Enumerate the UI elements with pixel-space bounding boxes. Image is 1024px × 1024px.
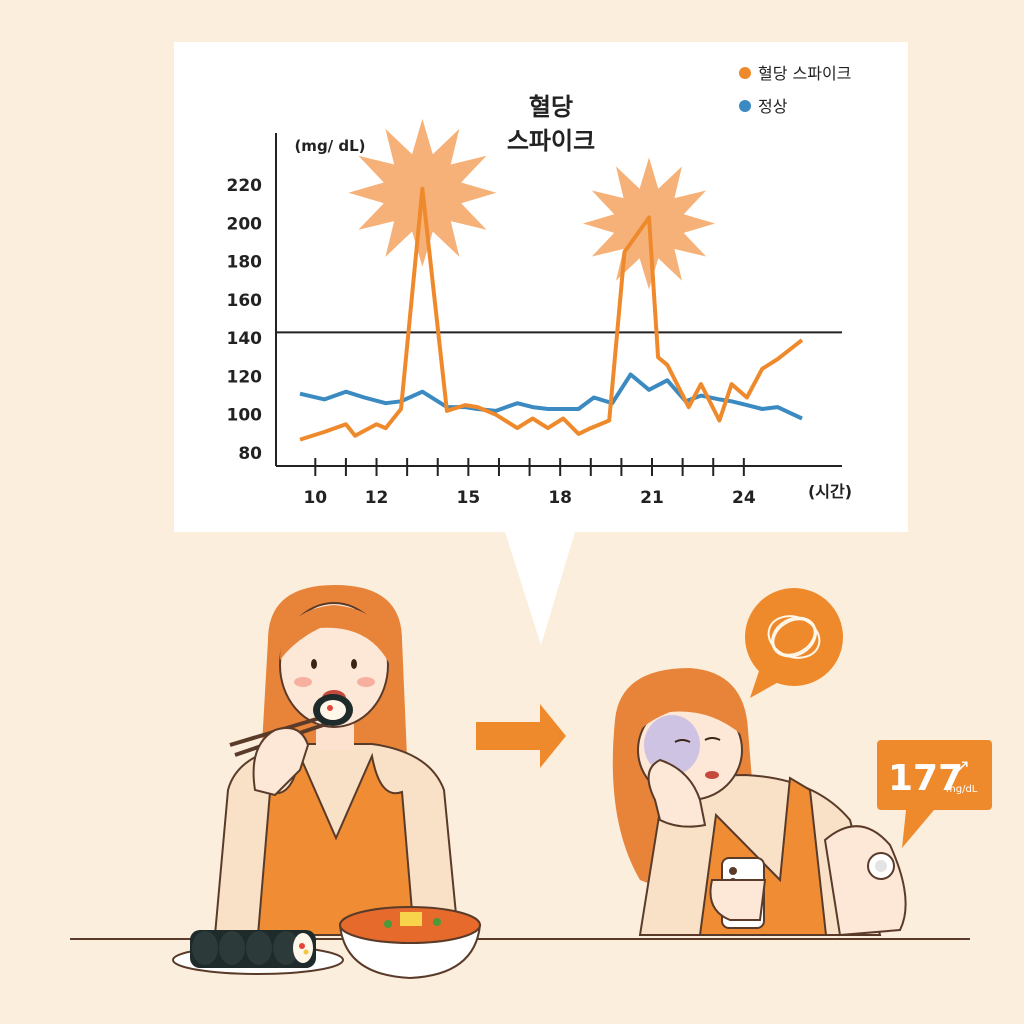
- dizzy-scribble-icon: [767, 615, 821, 659]
- eye-right: [351, 659, 357, 669]
- y-tick-label: 120: [227, 367, 263, 387]
- y-tick-label: 180: [227, 253, 263, 273]
- sensor-center: [875, 860, 887, 872]
- eye-left: [311, 659, 317, 669]
- eye-closed-right: [704, 737, 721, 741]
- legend-label-normal: 정상: [758, 97, 788, 116]
- eye-closed-left: [674, 739, 691, 743]
- legend: 혈당 스파이크 정상: [739, 64, 851, 116]
- legend-label-spike: 혈당 스파이크: [758, 64, 851, 83]
- series-line-spike: [299, 186, 804, 442]
- series-line-normal: [299, 372, 803, 421]
- y-tick-labels: 220 200 180 160 140 120 100 80: [227, 176, 263, 464]
- y-tick-label: 220: [227, 176, 263, 196]
- legend-marker-normal: [739, 100, 751, 112]
- phone-camera-1: [729, 867, 737, 875]
- glucose-display-box: [877, 740, 992, 810]
- hair-bangs-right: [640, 694, 742, 735]
- right-arrow-icon: [476, 704, 566, 768]
- hair-bangs: [280, 605, 391, 665]
- mouth-right: [705, 771, 719, 779]
- noodle-bowl-icon: [338, 906, 482, 980]
- legend-marker-spike: [739, 67, 751, 79]
- hand-phone: [709, 879, 767, 921]
- arm-right: [823, 825, 907, 937]
- cheek-right: [357, 677, 375, 687]
- y-tick-label: 140: [227, 329, 263, 349]
- x-tick-label: 10: [303, 488, 327, 508]
- y-tick-label: 200: [227, 214, 263, 234]
- glucose-display-tail: [902, 810, 934, 848]
- glucose-display: 177 ↗ mg/dL: [877, 740, 992, 848]
- kimbap-filling: [327, 705, 333, 711]
- speech-pointer: [505, 532, 575, 645]
- chart-title-line-1: 혈당: [529, 93, 573, 121]
- x-ticks: 10 12 15 18 21 24: [303, 458, 756, 508]
- trend-arrow-icon: ↗: [955, 756, 970, 777]
- x-tick-label: 15: [457, 488, 481, 508]
- y-tick-label: 80: [238, 444, 262, 464]
- y-axis-label: (mg/ dL): [294, 137, 365, 155]
- apron: [256, 752, 416, 936]
- y-tick-label: 100: [227, 406, 263, 426]
- kimbap-roll-icon: [190, 930, 316, 968]
- chart-panel: 220 200 180 160 140 120 100 80 10 12 15 18 21 24 (mg…: [174, 42, 908, 645]
- x-tick-label: 12: [365, 488, 389, 508]
- thought-bubble-tail: [750, 668, 782, 698]
- thought-bubble: [745, 588, 843, 686]
- glucose-unit: mg/dL: [946, 784, 978, 795]
- x-tick-label: 24: [732, 488, 756, 508]
- cheek-left: [294, 677, 312, 687]
- chart-background: [174, 42, 908, 532]
- kimbap-rice: [320, 700, 346, 720]
- hand-left-woman: [252, 726, 310, 797]
- hand-cheek: [647, 758, 707, 828]
- y-tick-label: 160: [227, 291, 263, 311]
- glucose-value: 177: [888, 758, 963, 799]
- x-tick-label: 21: [640, 488, 664, 508]
- chart-title-line-2: 스파이크: [507, 127, 595, 155]
- woman-tired-illustration: [612, 588, 907, 937]
- x-axis-label: (시간): [808, 482, 852, 501]
- woman-eating-illustration: [172, 585, 482, 980]
- x-tick-label: 18: [548, 488, 572, 508]
